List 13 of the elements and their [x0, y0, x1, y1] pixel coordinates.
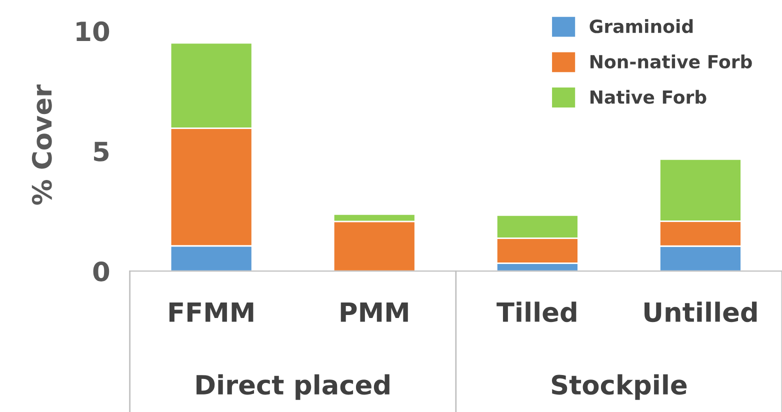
y-tick-label: 5 — [94, 142, 109, 162]
text: Direct placed — [196, 374, 390, 400]
legend-label: Non-native Forb — [590, 54, 752, 69]
x-tick-label: FFMM — [169, 302, 254, 322]
x-tick-label: Untilled — [644, 302, 757, 322]
text: Stockpile — [552, 374, 687, 400]
x-tick-label: Tilled — [496, 302, 576, 322]
y-axis-title: % Cover — [32, 84, 52, 205]
y-tick-label: 10 — [76, 21, 110, 42]
y-tick-label: 0 — [93, 262, 110, 282]
x-tick-label: PMM — [340, 302, 408, 322]
legend-label: Native Forb — [590, 90, 706, 104]
legend-label: Graminoid — [590, 19, 693, 34]
